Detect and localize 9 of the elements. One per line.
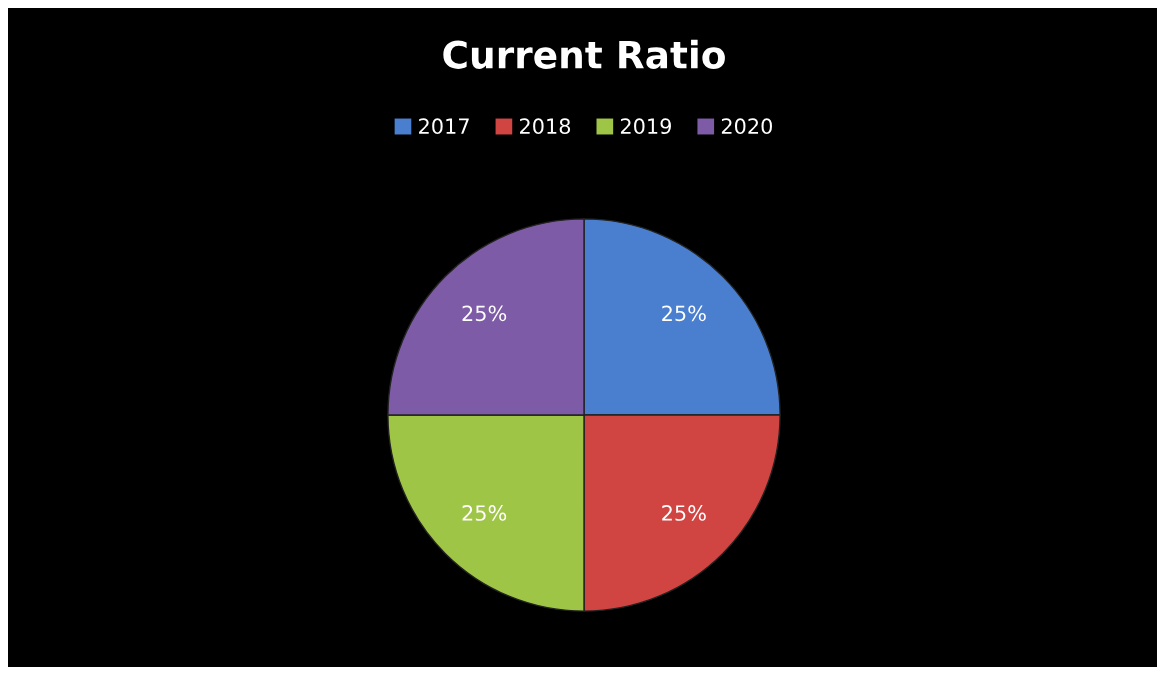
data-label: 25% [662,505,706,521]
legend-label: 2019 [620,118,671,135]
chart-title: Current Ratio [443,39,725,69]
data-label: 25% [462,305,507,322]
legend-label: 2020 [721,118,772,135]
data-label: 25% [462,505,507,521]
legend-label: 2017 [419,118,469,135]
data-label: 25% [662,305,706,322]
legend-label: 2018 [520,118,571,135]
